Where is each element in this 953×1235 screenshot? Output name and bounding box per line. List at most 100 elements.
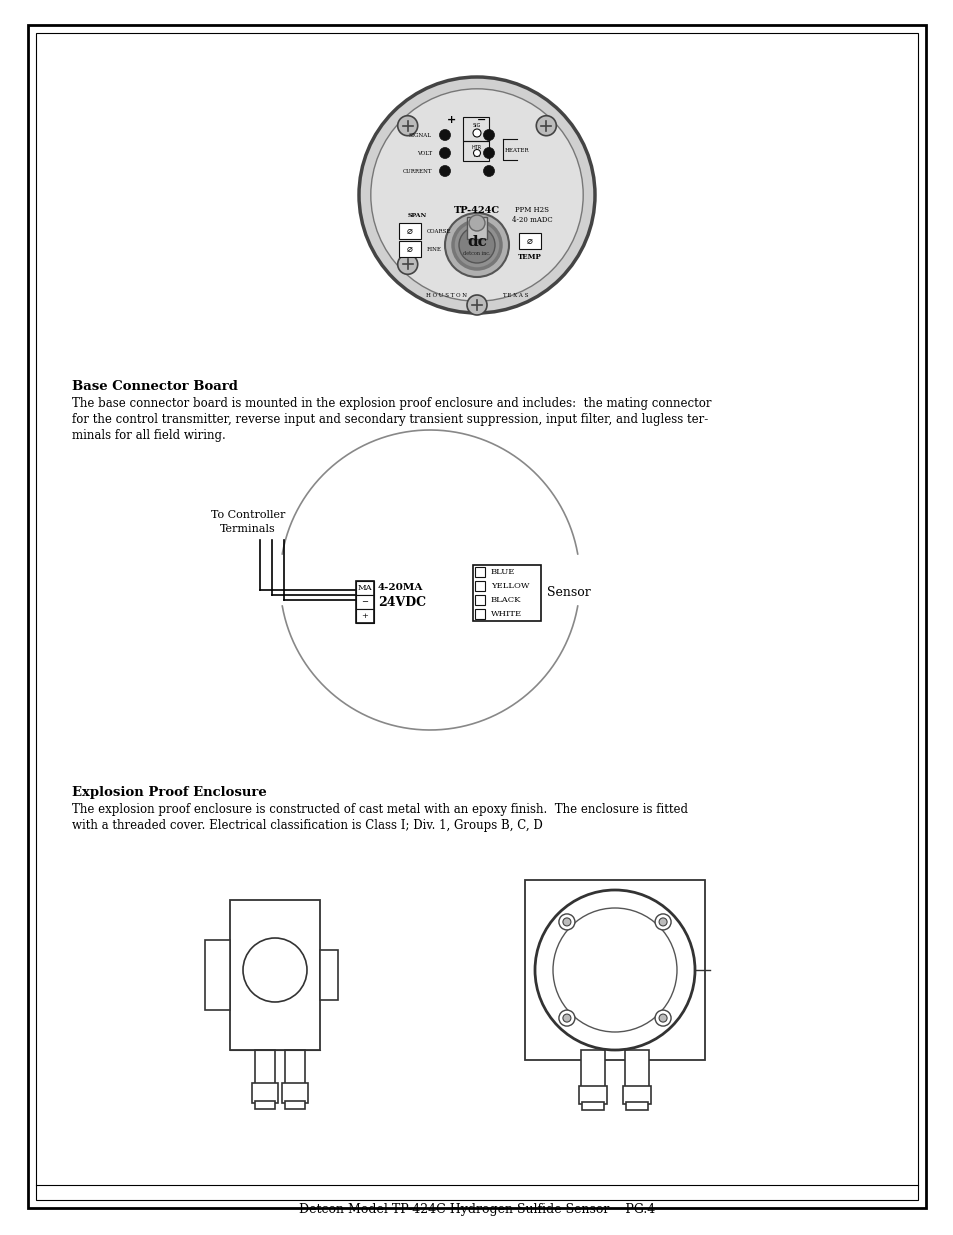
Text: The explosion proof enclosure is constructed of cast metal with an epoxy finish.: The explosion proof enclosure is constru…	[71, 803, 687, 816]
Bar	[355, 609, 374, 622]
Circle shape	[655, 914, 670, 930]
Bar	[524, 881, 704, 1060]
Text: BLACK: BLACK	[491, 597, 521, 604]
Circle shape	[535, 890, 695, 1050]
Circle shape	[358, 77, 595, 312]
Text: BLUE: BLUE	[491, 568, 515, 576]
Bar	[581, 1102, 603, 1110]
Bar	[475, 567, 484, 577]
Circle shape	[558, 1010, 575, 1026]
Bar	[205, 940, 230, 1010]
Text: SIGNAL: SIGNAL	[409, 132, 432, 137]
Bar	[580, 1050, 604, 1088]
Text: +: +	[361, 613, 368, 620]
Circle shape	[536, 116, 556, 136]
Circle shape	[397, 116, 417, 136]
Bar	[398, 241, 420, 257]
Text: MA: MA	[357, 584, 372, 592]
Circle shape	[562, 1014, 570, 1023]
Text: SIG: SIG	[473, 122, 480, 127]
Text: COARSE: COARSE	[427, 228, 451, 233]
Text: dc: dc	[467, 235, 486, 249]
Circle shape	[473, 128, 480, 137]
Bar	[462, 141, 489, 161]
Text: The base connector board is mounted in the explosion proof enclosure and include: The base connector board is mounted in t…	[71, 396, 711, 410]
Bar	[578, 1086, 606, 1104]
Text: PPM H2S
4-20 mADC: PPM H2S 4-20 mADC	[511, 206, 552, 225]
Text: TP-424C: TP-424C	[454, 205, 499, 215]
Text: Sensor: Sensor	[546, 587, 590, 599]
Bar	[285, 1050, 305, 1086]
Bar	[475, 609, 484, 619]
Circle shape	[655, 1010, 670, 1026]
Text: Base Connector Board: Base Connector Board	[71, 380, 237, 393]
Text: FINE: FINE	[427, 247, 441, 252]
Text: detcon inc.: detcon inc.	[463, 251, 490, 256]
Bar	[282, 1083, 308, 1103]
Text: HEATER: HEATER	[504, 147, 529, 152]
Bar	[355, 580, 374, 622]
Circle shape	[483, 165, 494, 177]
Circle shape	[483, 130, 494, 141]
Text: ⌀: ⌀	[407, 245, 413, 254]
Bar	[518, 233, 540, 249]
Bar	[254, 1100, 274, 1109]
Bar	[252, 1083, 277, 1103]
Bar	[624, 1050, 648, 1088]
Text: minals for all field wiring.: minals for all field wiring.	[71, 429, 226, 442]
Text: Detcon Model TP-424C Hydrogen Sulfide Sensor    PG.4: Detcon Model TP-424C Hydrogen Sulfide Se…	[298, 1203, 655, 1216]
Circle shape	[469, 215, 484, 231]
Text: −: −	[476, 115, 486, 125]
Text: SPAN: SPAN	[407, 212, 426, 217]
Bar	[254, 1050, 274, 1086]
Bar	[622, 1086, 650, 1104]
Circle shape	[439, 165, 450, 177]
Text: YELLOW: YELLOW	[491, 582, 529, 590]
Text: 4-20MA: 4-20MA	[377, 583, 423, 593]
Circle shape	[439, 147, 450, 158]
Circle shape	[371, 89, 582, 301]
Text: Explosion Proof Enclosure: Explosion Proof Enclosure	[71, 785, 267, 799]
Bar	[475, 580, 484, 592]
Circle shape	[659, 918, 666, 926]
Bar	[319, 950, 337, 1000]
Circle shape	[483, 147, 494, 158]
Text: for the control transmitter, reverse input and secondary transient suppression, : for the control transmitter, reverse inp…	[71, 412, 707, 426]
Text: HTR: HTR	[472, 144, 481, 149]
Text: +: +	[447, 115, 456, 125]
Text: Terminals: Terminals	[220, 524, 275, 534]
Circle shape	[473, 149, 480, 157]
Circle shape	[659, 1014, 666, 1023]
Text: FLT: FLT	[473, 152, 480, 158]
Circle shape	[467, 295, 486, 315]
Circle shape	[243, 939, 307, 1002]
Bar	[625, 1102, 647, 1110]
Bar	[467, 217, 486, 240]
Circle shape	[444, 212, 509, 277]
Text: −: −	[361, 598, 368, 606]
Text: with a threaded cover. Electrical classification is Class I; Div. 1, Groups B, C: with a threaded cover. Electrical classi…	[71, 819, 542, 832]
Bar	[398, 224, 420, 240]
Text: CURRENT: CURRENT	[402, 168, 432, 173]
Circle shape	[558, 914, 575, 930]
Bar	[473, 564, 540, 621]
Text: WHITE: WHITE	[491, 610, 521, 618]
Text: H O U S T O N: H O U S T O N	[426, 293, 467, 298]
Bar	[355, 595, 374, 609]
Circle shape	[397, 254, 417, 274]
Text: FLT: FLT	[473, 132, 480, 137]
Bar	[285, 1100, 305, 1109]
Circle shape	[439, 130, 450, 141]
Circle shape	[458, 227, 495, 263]
Text: 24VDC: 24VDC	[377, 595, 426, 609]
Text: TEMP: TEMP	[517, 253, 541, 261]
Bar	[475, 595, 484, 605]
Bar	[355, 580, 374, 595]
Bar	[462, 117, 489, 141]
Text: VOLT: VOLT	[416, 151, 432, 156]
Text: To Controller: To Controller	[211, 510, 285, 520]
Text: ⌀: ⌀	[526, 236, 533, 246]
Bar	[230, 900, 319, 1050]
Text: ⌀: ⌀	[407, 226, 413, 236]
Circle shape	[453, 221, 500, 269]
